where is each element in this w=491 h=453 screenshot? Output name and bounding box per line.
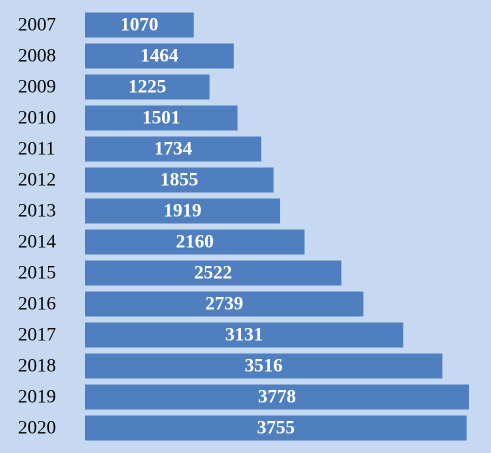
value-label: 1464	[140, 45, 179, 66]
bar	[85, 291, 364, 317]
y-tick-label: 2012	[18, 169, 56, 190]
value-label: 2739	[205, 293, 243, 314]
y-tick-label: 2018	[18, 355, 56, 376]
y-tick-label: 2015	[18, 262, 56, 283]
value-label: 2160	[176, 231, 214, 252]
y-tick-label: 2009	[18, 76, 56, 97]
bar	[85, 167, 274, 193]
value-label: 1734	[154, 138, 193, 159]
bar	[85, 260, 342, 286]
bar	[85, 415, 467, 441]
y-tick-label: 2013	[18, 200, 56, 221]
value-label: 2522	[194, 262, 232, 283]
bar	[85, 136, 262, 162]
y-tick-label: 2020	[18, 417, 56, 438]
bar	[85, 229, 305, 255]
value-label: 1225	[128, 76, 166, 97]
y-tick-label: 2016	[18, 293, 56, 314]
bar	[85, 322, 404, 348]
bar	[85, 353, 443, 379]
bar	[85, 12, 194, 38]
value-label: 1855	[160, 169, 198, 190]
value-label: 1501	[142, 107, 180, 128]
bar	[85, 198, 281, 224]
y-tick-label: 2011	[18, 138, 55, 159]
bar	[85, 74, 210, 100]
bar	[85, 105, 238, 131]
value-label: 3778	[258, 386, 296, 407]
bar	[85, 384, 469, 410]
y-tick-label: 2017	[18, 324, 56, 345]
y-tick-label: 2008	[18, 45, 56, 66]
value-label: 1919	[164, 200, 202, 221]
value-label: 3755	[257, 417, 295, 438]
y-tick-label: 2010	[18, 107, 56, 128]
y-tick-label: 2019	[18, 386, 56, 407]
value-label: 3131	[225, 324, 263, 345]
y-tick-label: 2007	[18, 14, 56, 35]
value-label: 1070	[120, 14, 158, 35]
bar	[85, 43, 234, 69]
y-tick-label: 2014	[18, 231, 57, 252]
value-label: 3516	[245, 355, 283, 376]
